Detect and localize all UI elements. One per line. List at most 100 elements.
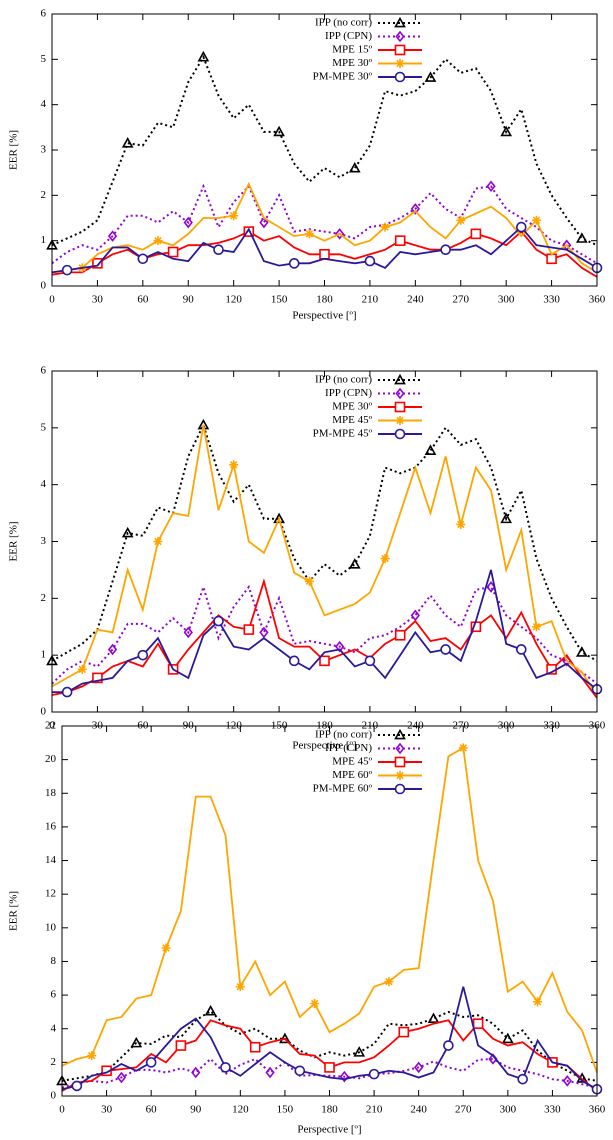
x-tick-label: 360 — [589, 1104, 606, 1116]
legend-label: IPP (CPN) — [325, 30, 372, 42]
x-tick-label: 60 — [146, 1104, 158, 1116]
x-tick-label: 120 — [232, 1104, 249, 1116]
marker — [395, 742, 405, 755]
marker — [414, 1061, 424, 1074]
marker — [380, 222, 390, 232]
y-axis-label: EER [%] — [8, 521, 20, 561]
marker — [310, 999, 320, 1008]
marker — [394, 373, 406, 385]
x-tick-label: 90 — [190, 1104, 202, 1116]
marker — [384, 977, 394, 987]
marker — [265, 1066, 275, 1079]
legend-label: IPP (no corr) — [315, 374, 372, 386]
marker — [279, 1032, 291, 1044]
legend-label: MPE 45º — [332, 414, 372, 426]
marker — [394, 783, 406, 795]
marker — [500, 125, 513, 137]
x-tick-label: 30 — [101, 1104, 113, 1116]
marker — [130, 1036, 143, 1048]
marker — [576, 232, 588, 243]
marker — [324, 1062, 335, 1073]
marker — [531, 215, 541, 225]
marker — [273, 125, 285, 137]
marker — [562, 1075, 572, 1087]
x-tick-label: 360 — [589, 294, 606, 306]
marker — [259, 626, 269, 639]
marker — [500, 512, 513, 524]
y-tick-label: 8 — [51, 955, 57, 967]
y-tick-label: 0 — [41, 706, 47, 718]
marker — [458, 743, 468, 753]
legend-label: PM-MPE 30º — [313, 71, 373, 83]
marker — [443, 1040, 454, 1051]
y-tick-label: 5 — [41, 421, 47, 433]
marker — [137, 649, 149, 661]
marker — [107, 643, 118, 656]
marker — [116, 1071, 127, 1084]
x-tick-label: 30 — [92, 294, 104, 306]
x-tick-label: 330 — [543, 294, 560, 306]
x-tick-label: 300 — [500, 1104, 517, 1116]
x-axis-label: Perspective [º] — [292, 740, 356, 752]
y-tick-label: 1 — [41, 234, 47, 246]
x-tick-label: 270 — [453, 294, 470, 306]
marker — [501, 1032, 514, 1044]
y-tick-label: 16 — [45, 820, 57, 832]
plot-frame — [51, 13, 598, 287]
marker — [197, 50, 210, 62]
y-tick-label: 6 — [41, 8, 47, 20]
marker — [486, 180, 496, 193]
x-axis-label: Perspective [º] — [297, 1124, 361, 1136]
marker — [153, 236, 163, 246]
y-tick-label: 0 — [51, 1090, 57, 1102]
series-line — [51, 578, 598, 699]
series-line — [61, 746, 598, 1073]
marker — [394, 401, 406, 413]
marker — [204, 1004, 217, 1016]
marker — [77, 664, 87, 674]
marker — [137, 253, 149, 265]
series-line — [51, 183, 598, 265]
x-tick-label: 90 — [183, 294, 195, 306]
marker — [424, 444, 437, 455]
y-tick-label: 4 — [51, 1022, 57, 1034]
marker — [121, 526, 134, 538]
marker — [394, 629, 406, 641]
marker — [61, 264, 73, 276]
marker — [183, 626, 193, 639]
legend-label: PM-MPE 60º — [313, 783, 373, 795]
marker — [335, 640, 345, 653]
marker — [348, 558, 361, 569]
marker — [273, 512, 285, 524]
y-tick-label: 20 — [45, 753, 57, 765]
marker — [304, 576, 314, 586]
marker — [440, 244, 451, 256]
series-line — [61, 986, 598, 1091]
series-line — [61, 1009, 598, 1082]
marker — [364, 655, 376, 667]
marker — [288, 655, 300, 667]
series-line — [51, 422, 598, 662]
marker — [348, 161, 361, 173]
marker — [229, 460, 239, 470]
y-tick-label: 2 — [41, 189, 47, 201]
y-tick-label: 6 — [51, 989, 57, 1001]
x-tick-label: 240 — [407, 294, 424, 306]
marker — [235, 982, 245, 992]
x-tick-label: 150 — [277, 1104, 294, 1116]
x-tick-label: 0 — [59, 1104, 65, 1116]
marker — [516, 221, 527, 233]
legend-label: MPE 30º — [332, 57, 372, 69]
y-tick-label: 12 — [45, 888, 56, 900]
legend-label: MPE 15º — [332, 44, 372, 56]
y-tick-label: 1 — [41, 649, 47, 661]
marker — [319, 248, 330, 260]
marker — [107, 230, 118, 242]
chart-panel: 0123456030609012015018021024027030033036… — [8, 365, 606, 752]
legend-label: IPP (CPN) — [325, 742, 372, 754]
x-tick-label: 120 — [225, 294, 242, 306]
